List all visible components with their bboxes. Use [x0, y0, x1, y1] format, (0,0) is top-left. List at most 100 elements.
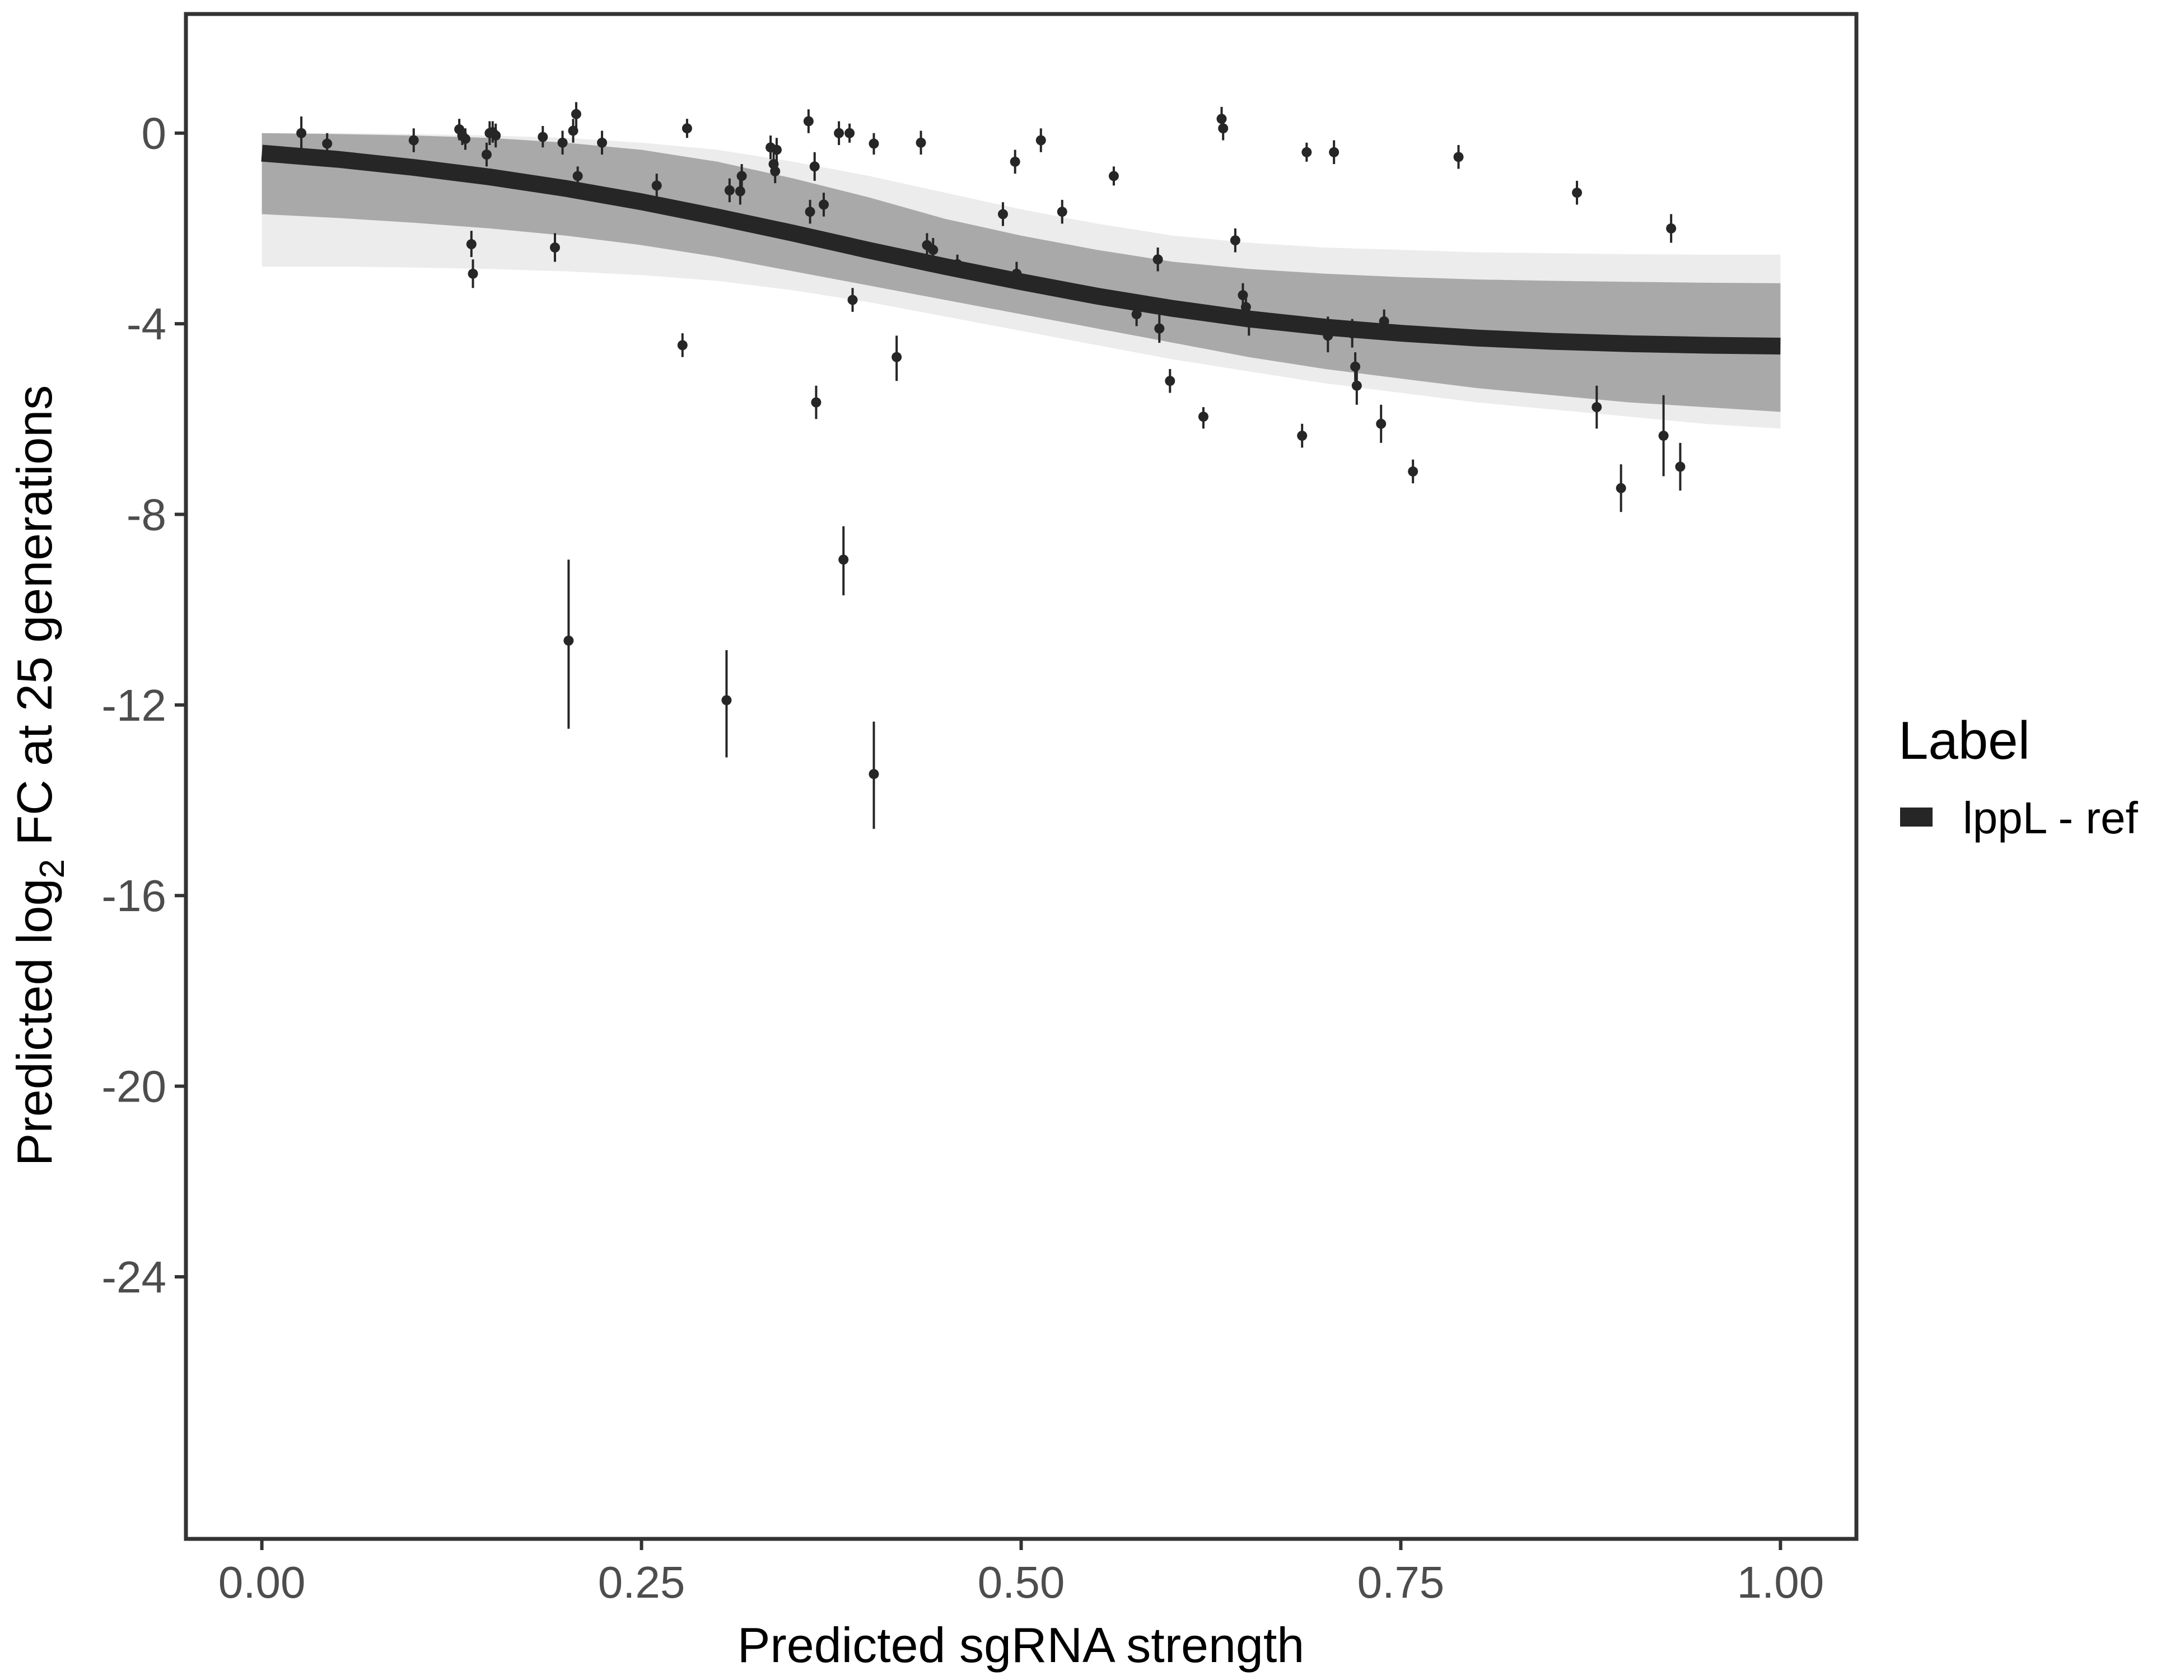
point-marker	[1131, 309, 1142, 320]
data-point	[869, 721, 879, 829]
point-marker	[1572, 188, 1583, 198]
point-marker	[1010, 156, 1020, 167]
point-marker	[809, 161, 820, 172]
x-axis-title: Predicted sgRNA strength	[738, 1617, 1305, 1673]
data-point	[805, 199, 815, 224]
point-marker	[466, 239, 477, 250]
data-point	[571, 102, 581, 129]
data-point	[892, 335, 902, 381]
plot-area	[261, 102, 1781, 829]
point-marker	[805, 207, 815, 217]
y-axis-title: Predicted log2 FC at 25 generations	[7, 385, 72, 1166]
point-marker	[1301, 147, 1312, 157]
data-point	[1297, 423, 1308, 448]
point-marker	[491, 130, 501, 141]
point-marker	[818, 199, 829, 210]
data-point	[1218, 116, 1229, 141]
point-marker	[997, 209, 1008, 220]
point-marker	[869, 138, 879, 149]
data-point	[1154, 314, 1165, 343]
data-point	[1301, 142, 1312, 162]
point-marker	[869, 769, 879, 780]
y-tick-label: -4	[127, 299, 166, 349]
point-marker	[736, 171, 747, 181]
point-marker	[1108, 171, 1119, 181]
point-marker	[916, 137, 926, 148]
legend-entry-label: lppL - ref	[1963, 793, 2139, 843]
data-point	[1408, 459, 1418, 484]
data-point	[481, 142, 492, 167]
point-marker	[1350, 361, 1361, 372]
point-marker	[834, 128, 844, 138]
data-point	[736, 164, 747, 188]
data-point	[1152, 247, 1163, 272]
point-marker	[1218, 123, 1229, 134]
data-point	[677, 333, 688, 357]
point-marker	[1165, 376, 1175, 386]
point-marker	[838, 554, 849, 565]
point-marker	[721, 695, 732, 706]
data-point	[1351, 366, 1362, 405]
point-marker	[1592, 402, 1602, 413]
data-point	[735, 178, 745, 205]
point-marker	[844, 128, 855, 138]
point-marker	[1453, 152, 1464, 162]
fit-line-lppl-ref	[261, 144, 1781, 355]
point-marker	[1297, 431, 1308, 441]
data-point	[682, 119, 692, 138]
point-marker	[549, 242, 560, 253]
point-marker	[1230, 235, 1240, 246]
data-point	[724, 178, 735, 203]
data-point	[1675, 442, 1686, 491]
point-marker	[892, 352, 902, 362]
point-marker	[1216, 114, 1227, 124]
point-marker	[557, 137, 568, 148]
point-marker	[735, 186, 745, 197]
point-marker	[1616, 483, 1626, 493]
point-marker	[677, 340, 688, 351]
point-marker	[1351, 380, 1362, 391]
data-point	[844, 123, 855, 143]
data-point	[1108, 166, 1119, 186]
data-point	[460, 128, 470, 150]
data-point	[847, 288, 858, 312]
point-marker	[408, 135, 419, 146]
point-marker	[1152, 254, 1163, 265]
data-point	[1616, 464, 1626, 512]
point-marker	[1057, 207, 1067, 217]
data-point	[597, 130, 608, 155]
point-marker	[1408, 466, 1418, 477]
data-point	[803, 109, 814, 133]
point-marker	[1035, 135, 1046, 146]
x-axis: 0.00 0.25 0.50 0.75 1.00	[218, 1539, 1824, 1607]
data-point	[1035, 128, 1046, 152]
data-point	[1592, 385, 1602, 429]
legend: Label lppL - ref	[1898, 711, 2139, 843]
data-point	[1376, 404, 1387, 443]
data-point	[1057, 199, 1067, 224]
data-point	[809, 152, 820, 181]
point-marker	[322, 138, 333, 149]
y-tick-label: 0	[142, 109, 167, 158]
point-marker	[460, 133, 470, 144]
point-marker	[571, 109, 581, 119]
point-marker	[1376, 418, 1387, 429]
point-marker	[770, 166, 781, 176]
data-point	[1010, 150, 1020, 174]
x-tick-label: 0.25	[598, 1557, 685, 1607]
data-point	[721, 650, 732, 758]
data-point	[838, 526, 849, 596]
data-point	[1453, 145, 1464, 169]
point-marker	[538, 132, 548, 142]
data-point	[916, 130, 926, 155]
point-marker	[771, 144, 782, 155]
data-point	[771, 138, 782, 162]
point-marker	[811, 397, 822, 408]
point-marker	[1675, 461, 1686, 472]
point-marker	[651, 180, 662, 191]
data-point	[563, 559, 574, 729]
legend-title: Label	[1898, 711, 2030, 771]
point-marker	[1154, 323, 1165, 334]
y-tick-label: -20	[101, 1062, 166, 1112]
point-marker	[1658, 431, 1669, 441]
